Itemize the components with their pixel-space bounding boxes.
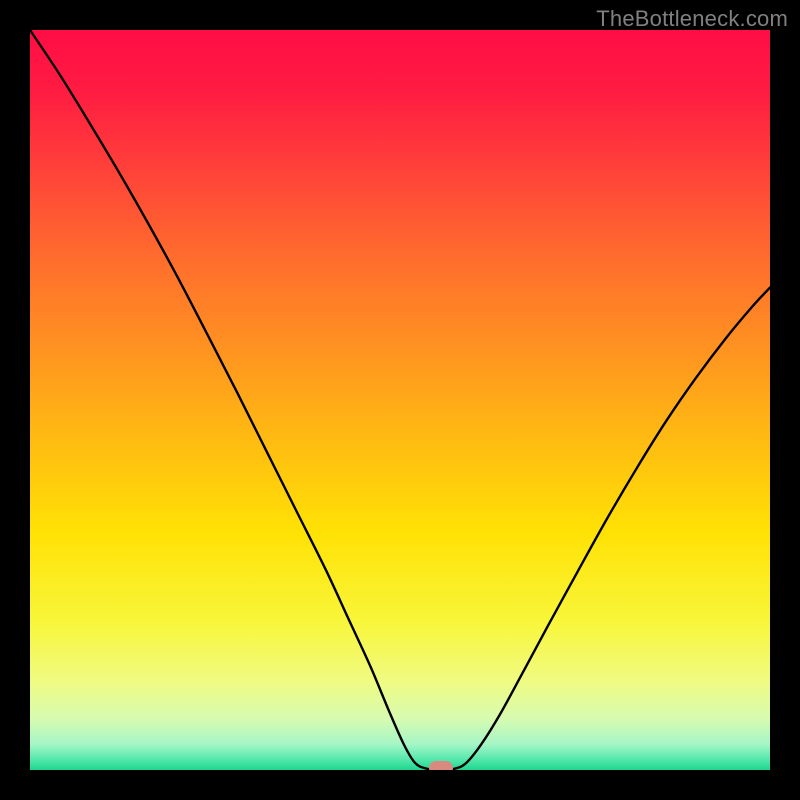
chart-frame: TheBottleneck.com [0, 0, 800, 800]
watermark-text: TheBottleneck.com [596, 6, 788, 32]
minimum-marker [429, 761, 453, 770]
curve-layer [30, 30, 770, 770]
bottleneck-curve [30, 30, 770, 770]
plot-area [30, 30, 770, 770]
